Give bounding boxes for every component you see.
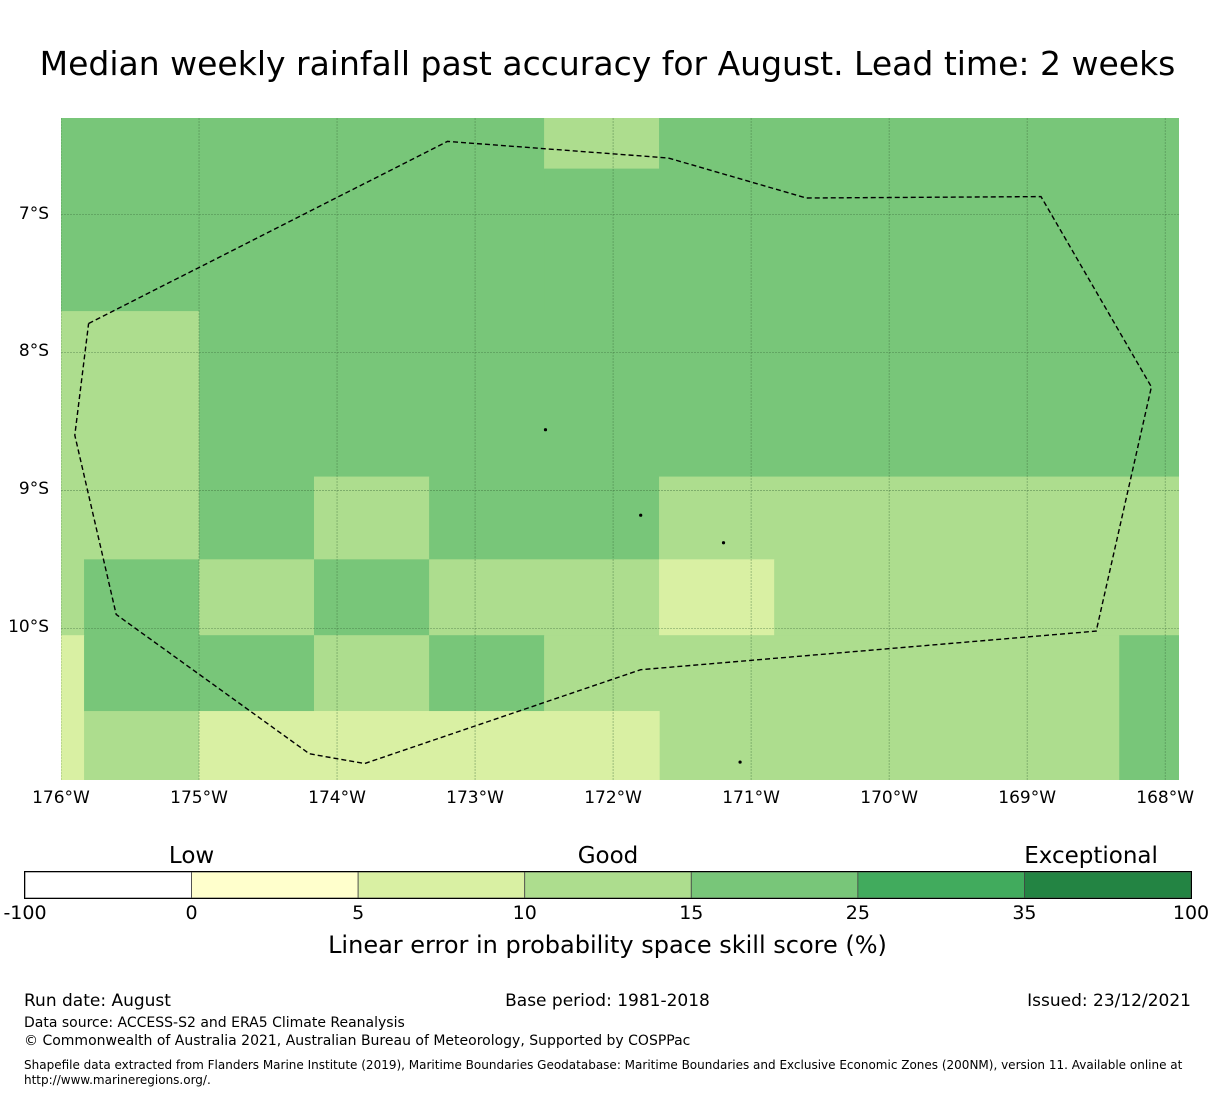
run-date: Run date: August xyxy=(24,991,171,1011)
graticule-grid xyxy=(61,118,1179,780)
latitude-label: 8°S xyxy=(18,341,49,362)
colorbar-title: Linear error in probability space skill … xyxy=(328,931,887,959)
longitude-label: 175°W xyxy=(170,788,228,808)
colorbar-tick: 100 xyxy=(1172,902,1210,924)
colorbar-category: Low xyxy=(168,843,215,869)
skill-cell xyxy=(199,559,315,636)
skill-cell xyxy=(774,559,1179,636)
skill-cells xyxy=(61,118,1179,780)
island-marker xyxy=(543,428,548,432)
skill-cell xyxy=(61,311,200,560)
colorbar-segment xyxy=(1024,871,1192,899)
colorbar-segment xyxy=(24,871,192,899)
colorbar-tick: 15 xyxy=(679,902,704,924)
colorbar-tick: 10 xyxy=(512,902,537,924)
skill-cell xyxy=(199,476,315,560)
colorbar-tick: 0 xyxy=(185,902,198,924)
colorbar-segment xyxy=(857,871,1025,899)
longitude-label: 174°W xyxy=(308,788,366,808)
skill-cell xyxy=(659,476,1179,560)
colorbar-segment xyxy=(524,871,692,899)
skill-cell xyxy=(61,559,85,636)
skill-map xyxy=(61,118,1179,780)
longitude-label: 168°W xyxy=(1136,788,1195,808)
island-markers xyxy=(543,428,742,764)
eez-boundary-line xyxy=(74,140,1153,765)
longitude-label: 176°W xyxy=(32,788,90,808)
island-marker xyxy=(738,760,742,764)
issued-date: Issued: 23/12/2021 xyxy=(1027,991,1191,1011)
skill-cell xyxy=(84,559,200,636)
data-source: Data source: ACCESS-S2 and ERA5 Climate … xyxy=(24,1015,405,1031)
skill-cell xyxy=(61,635,85,780)
longitude-label: 172°W xyxy=(584,788,642,808)
colorbar-category: Exceptional xyxy=(1024,843,1158,869)
copyright: © Commonwealth of Australia 2021, Austra… xyxy=(24,1033,691,1049)
skill-cell xyxy=(313,635,430,712)
skill-cell xyxy=(659,559,775,636)
colorbar-category: Good xyxy=(577,843,639,869)
skill-cell xyxy=(313,476,430,560)
latitude-label: 10°S xyxy=(8,617,49,638)
skill-cell xyxy=(544,711,660,780)
colorbar-tick: -100 xyxy=(3,902,47,924)
longitude-label: 171°W xyxy=(722,788,780,808)
shapefile-credit: Shapefile data extracted from Flanders M… xyxy=(24,1058,1183,1087)
island-marker xyxy=(639,513,643,517)
colorbar-tick: 25 xyxy=(845,902,870,924)
base-period: Base period: 1981-2018 xyxy=(505,991,710,1011)
skill-cell xyxy=(544,118,660,170)
longitude-label: 170°W xyxy=(860,788,919,808)
longitude-label: 173°W xyxy=(446,788,504,808)
colorbar xyxy=(24,871,1192,899)
colorbar-frame xyxy=(24,871,1192,899)
skill-cell xyxy=(84,711,200,780)
colorbar-tick: 5 xyxy=(352,902,365,924)
latitude-label: 9°S xyxy=(18,479,49,500)
skill-cell xyxy=(429,476,660,560)
skill-cell xyxy=(429,635,545,712)
latitude-label: 7°S xyxy=(18,203,49,224)
colorbar-segment xyxy=(191,871,359,899)
island-marker xyxy=(721,541,726,545)
colorbar-segment xyxy=(690,871,859,899)
skill-cell xyxy=(199,311,1179,478)
colorbar-tick: 35 xyxy=(1012,902,1037,924)
skill-cell xyxy=(1119,635,1179,780)
colorbar-segment xyxy=(357,871,526,899)
longitude-label: 169°W xyxy=(998,788,1057,808)
skill-cell xyxy=(313,559,430,636)
map-title: Median weekly rainfall past accuracy for… xyxy=(39,44,1176,83)
skill-cell xyxy=(544,168,660,312)
eez-boundary xyxy=(74,140,1153,765)
skill-cell xyxy=(199,711,545,780)
skill-cell xyxy=(429,559,660,636)
